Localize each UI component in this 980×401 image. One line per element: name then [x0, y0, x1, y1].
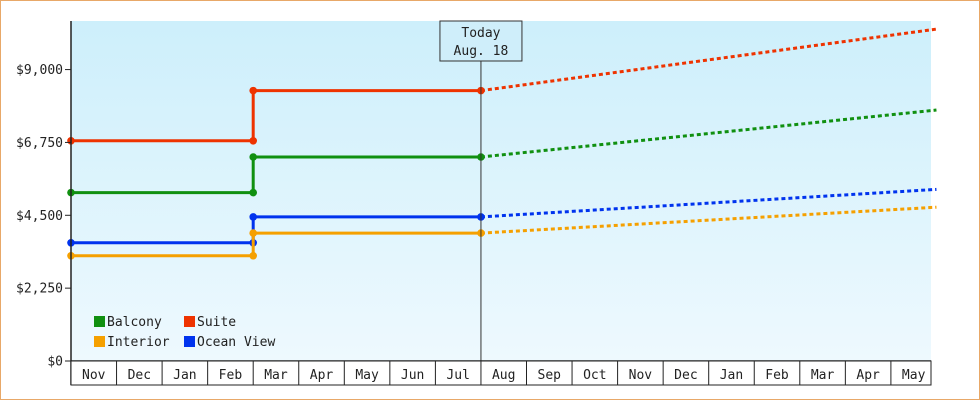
x-tick-label: Aug: [492, 368, 515, 383]
x-tick-label: Dec: [674, 368, 697, 383]
series-interior-point-1: [249, 251, 257, 260]
legend-swatch-interior: [94, 336, 105, 347]
y-tick-label: $9,000: [16, 63, 63, 78]
legend-label-ocean-view: Ocean View: [197, 335, 275, 350]
legend-swatch-suite: [184, 316, 195, 327]
today-label: Today: [461, 26, 500, 41]
x-tick-label: Nov: [629, 368, 653, 383]
y-tick-label: $6,750: [16, 136, 63, 151]
series-ocean-view-point-2: [249, 213, 257, 221]
x-tick-label: Feb: [219, 368, 243, 383]
today-box: [439, 20, 523, 62]
x-tick-label: Jan: [720, 368, 743, 383]
y-tick-label: $2,250: [16, 282, 63, 297]
x-tick-label: Jun: [401, 368, 424, 383]
today-date: Aug. 18: [454, 44, 509, 59]
x-tick-label: Jan: [173, 368, 196, 383]
legend-label-balcony: Balcony: [107, 315, 162, 330]
series-balcony-point-1: [249, 188, 257, 197]
series-balcony-point-2: [249, 153, 257, 161]
x-tick-label: Apr: [310, 368, 334, 383]
x-tick-label: Nov: [82, 368, 106, 383]
legend-label-interior: Interior: [107, 335, 170, 350]
series-interior-projection: [480, 205, 937, 235]
x-tick-label: Dec: [128, 368, 151, 383]
x-tick-label: May: [902, 368, 926, 383]
series-balcony-history: [71, 155, 481, 195]
series-balcony-projection: [480, 108, 937, 159]
x-tick-label: Jul: [446, 368, 469, 383]
y-tick-label: $0: [47, 355, 63, 370]
series-interior-point-2: [249, 229, 257, 237]
x-tick-label: Sep: [538, 368, 562, 383]
series-ocean-view-projection: [480, 187, 937, 219]
x-tick-label: Mar: [811, 368, 835, 383]
x-tick-label: Apr: [856, 368, 880, 383]
plot-background: [71, 21, 931, 361]
y-tick-label: $4,500: [16, 209, 63, 224]
x-tick-label: Mar: [264, 368, 288, 383]
series-suite-point-1: [249, 137, 257, 145]
x-tick-label: Oct: [583, 368, 606, 383]
series-interior-history: [71, 231, 481, 258]
legend-label-suite: Suite: [197, 315, 236, 330]
series-suite-history: [71, 89, 481, 143]
legend-swatch-ocean-view: [184, 336, 195, 347]
series-suite-point-2: [249, 86, 257, 95]
x-tick-label: Feb: [765, 368, 789, 383]
legend-swatch-balcony: [94, 316, 105, 327]
x-tick-label: May: [355, 368, 379, 383]
x-axis-month-row: [70, 360, 932, 386]
